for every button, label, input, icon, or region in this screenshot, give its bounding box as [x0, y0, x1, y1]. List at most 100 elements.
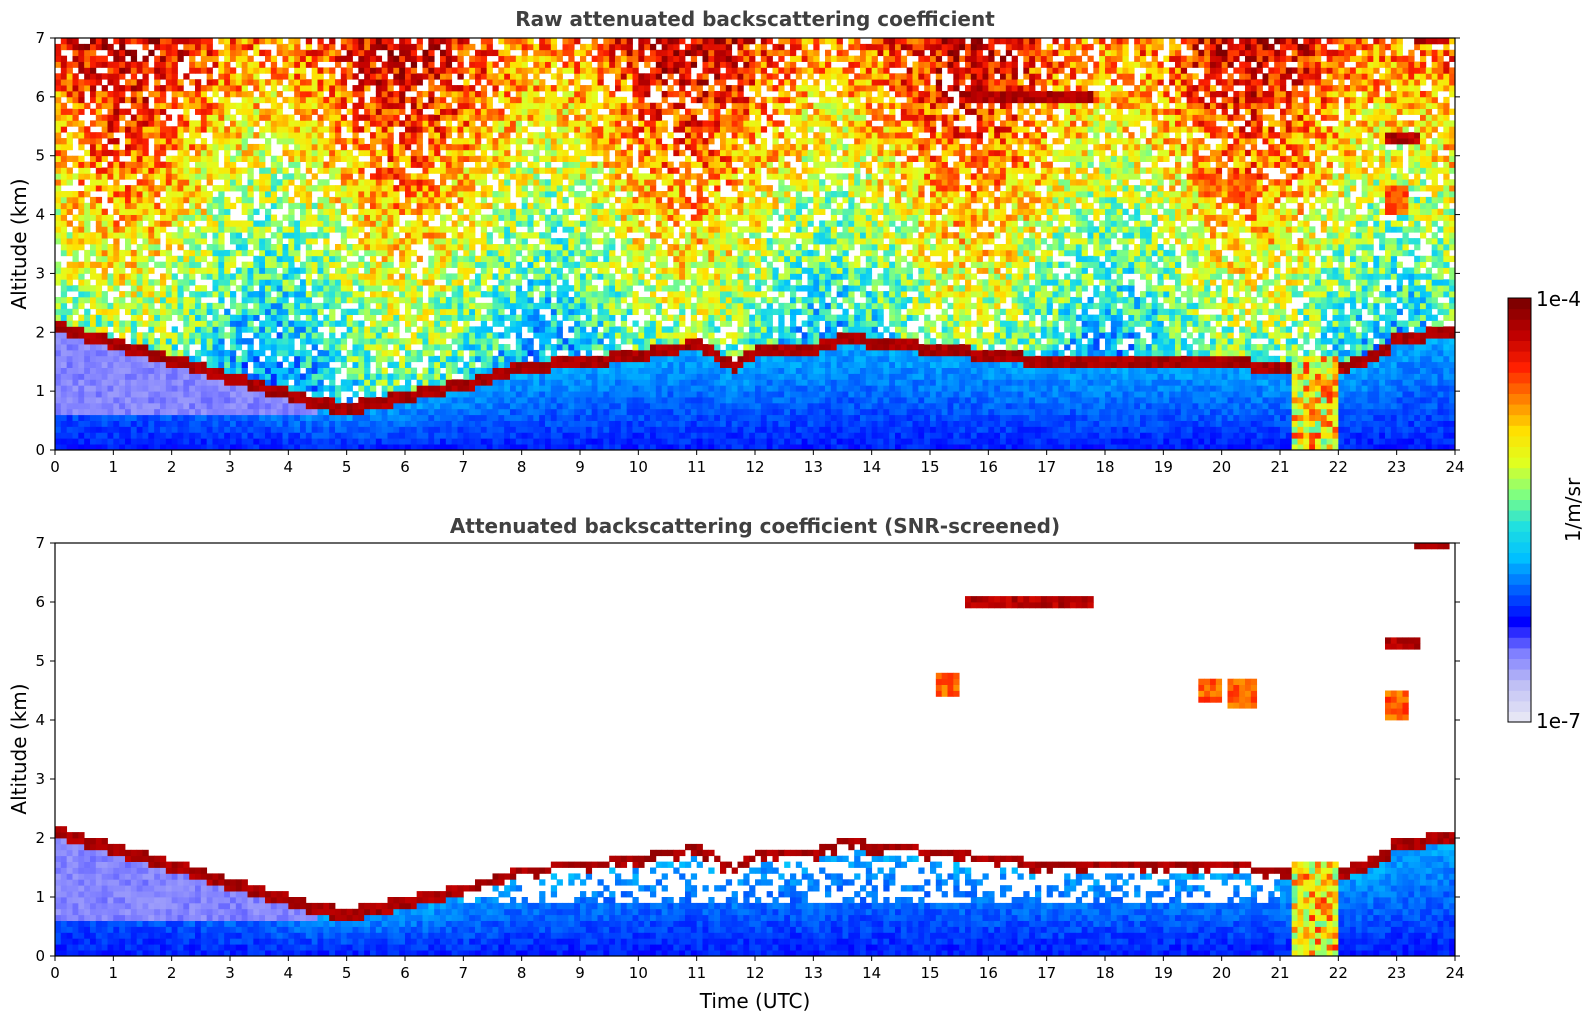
heatmap-cell	[323, 185, 329, 191]
heatmap-cell	[119, 215, 125, 221]
heatmap-cell	[113, 344, 119, 350]
heatmap-cell	[236, 315, 242, 321]
heatmap-cell	[370, 291, 376, 297]
heatmap-cell	[329, 197, 335, 203]
heatmap-cell	[376, 203, 382, 209]
heatmap-cell	[312, 185, 318, 191]
heatmap-cell	[405, 409, 411, 415]
heatmap-cell	[300, 362, 306, 368]
heatmap-cell	[195, 132, 201, 138]
heatmap-cell	[242, 373, 248, 379]
heatmap-cell	[323, 250, 329, 256]
heatmap-cell	[248, 126, 254, 132]
heatmap-cell	[137, 309, 143, 315]
heatmap-cell	[341, 120, 347, 126]
heatmap-cell	[178, 297, 184, 303]
heatmap-cell	[154, 167, 160, 173]
heatmap-cell	[201, 321, 207, 327]
heatmap-cell	[166, 379, 172, 385]
heatmap-cell	[358, 209, 364, 215]
heatmap-cell	[388, 156, 394, 162]
heatmap-cell	[236, 138, 242, 144]
heatmap-cell	[370, 197, 376, 203]
heatmap-cell	[364, 73, 370, 79]
heatmap-cell	[306, 126, 312, 132]
heatmap-cell	[125, 173, 131, 179]
heatmap-cell	[423, 421, 429, 427]
heatmap-cell	[131, 415, 137, 421]
heatmap-cell	[84, 397, 90, 403]
heatmap-cell	[341, 309, 347, 315]
heatmap-cell	[201, 173, 207, 179]
heatmap-cell	[78, 373, 84, 379]
heatmap-cell	[119, 50, 125, 56]
heatmap-cell	[108, 226, 114, 232]
heatmap-cell	[428, 379, 434, 385]
heatmap-cell	[201, 109, 207, 115]
heatmap-cell	[78, 391, 84, 397]
heatmap-cell	[253, 256, 259, 262]
heatmap-cell	[178, 226, 184, 232]
heatmap-cell	[376, 332, 382, 338]
heatmap-cell	[283, 44, 289, 50]
heatmap-cell	[102, 379, 108, 385]
heatmap-cell	[131, 326, 137, 332]
heatmap-cell	[405, 279, 411, 285]
heatmap-cell	[195, 185, 201, 191]
heatmap-cell	[294, 79, 300, 85]
heatmap-cell	[283, 421, 289, 427]
heatmap-cell	[411, 156, 417, 162]
heatmap-cell	[288, 126, 294, 132]
heatmap-cell	[183, 197, 189, 203]
heatmap-cell	[271, 73, 277, 79]
heatmap-cell	[376, 373, 382, 379]
heatmap-cell	[318, 209, 324, 215]
heatmap-cell	[434, 38, 440, 44]
heatmap-cell	[376, 356, 382, 362]
heatmap-cell	[96, 238, 102, 244]
heatmap-cell	[370, 62, 376, 68]
heatmap-cell	[207, 309, 213, 315]
heatmap-cell	[242, 150, 248, 156]
heatmap-cell	[271, 362, 277, 368]
heatmap-cell	[102, 421, 108, 427]
heatmap-cell	[265, 338, 271, 344]
heatmap-cell	[96, 244, 102, 250]
heatmap-cell	[67, 238, 73, 244]
heatmap-cell	[113, 415, 119, 421]
heatmap-cell	[230, 415, 236, 421]
heatmap-cell	[388, 220, 394, 226]
heatmap-cell	[341, 103, 347, 109]
heatmap-cell	[73, 426, 79, 432]
heatmap-cell	[195, 191, 201, 197]
heatmap-cell	[230, 409, 236, 415]
heatmap-cell	[259, 256, 265, 262]
heatmap-cell	[277, 197, 283, 203]
heatmap-cell	[248, 279, 254, 285]
heatmap-cell	[388, 209, 394, 215]
heatmap-cell	[253, 103, 259, 109]
heatmap-cell	[213, 56, 219, 62]
heatmap-cell	[96, 432, 102, 438]
heatmap-cell	[318, 126, 324, 132]
heatmap-cell	[364, 391, 370, 397]
heatmap-cell	[341, 115, 347, 121]
heatmap-cell	[73, 391, 79, 397]
heatmap-cell	[73, 379, 79, 385]
heatmap-cell	[306, 138, 312, 144]
heatmap-cell	[277, 79, 283, 85]
heatmap-cell	[428, 50, 434, 56]
heatmap-cell	[113, 256, 119, 262]
heatmap-cell	[329, 167, 335, 173]
heatmap-cell	[154, 220, 160, 226]
heatmap-cell	[183, 285, 189, 291]
heatmap-cell	[73, 56, 79, 62]
heatmap-cell	[382, 350, 388, 356]
heatmap-cell	[67, 326, 73, 332]
heatmap-cell	[370, 220, 376, 226]
heatmap-cell	[399, 426, 405, 432]
heatmap-cell	[364, 120, 370, 126]
heatmap-cell	[277, 120, 283, 126]
heatmap-cell	[364, 191, 370, 197]
heatmap-cell	[323, 421, 329, 427]
